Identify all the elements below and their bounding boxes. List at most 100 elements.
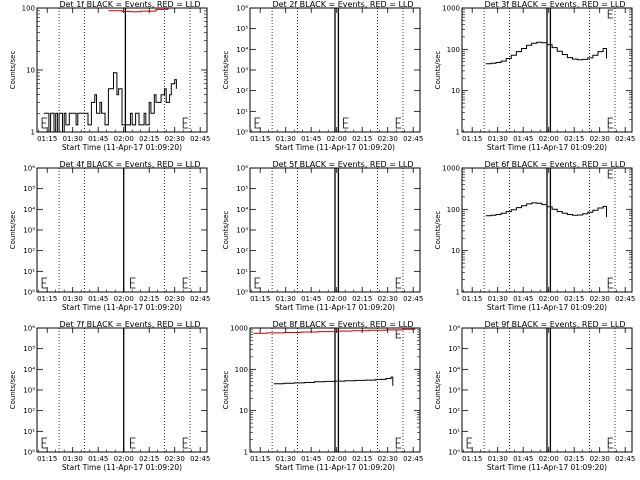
e-bracket-marker (41, 437, 48, 449)
y-tick-label: 10⁰ (236, 289, 248, 297)
x-tick-label: 01:45 (88, 135, 108, 143)
panel-title: Det 6f BLACK = Events, RED = LLD (484, 160, 625, 169)
panel-det-2: Det 2f BLACK = Events, RED = LLD 10⁰ 10¹ 10… (222, 0, 423, 152)
y-tick-label: 10⁰ (448, 449, 460, 457)
y-tick-label: 10⁶ (23, 165, 35, 173)
e-bracket-marker (41, 277, 48, 289)
x-tick-label: 01:45 (88, 295, 108, 303)
plot-frame (461, 7, 633, 133)
x-tick-label: 02:30 (590, 135, 610, 143)
x-tick-label: 02:15 (139, 455, 159, 463)
plot-frame (249, 327, 421, 453)
x-tick-label: 02:45 (403, 295, 423, 303)
y-tick-label: 1 (456, 289, 460, 297)
e-bracket-marker (343, 117, 349, 129)
events-series-line (273, 376, 394, 386)
x-tick-label: 01:30 (63, 295, 83, 303)
y-tick-label: 10⁵ (23, 185, 35, 193)
y-tick-label: 10² (448, 407, 460, 415)
x-axis-label: Start Time (11-Apr-17 01:09:20) (62, 143, 182, 152)
x-axis-label: Start Time (11-Apr-17 01:09:20) (487, 143, 607, 152)
x-tick-label: 02:15 (139, 295, 159, 303)
e-bracket-marker (395, 329, 402, 339)
events-series-line (485, 202, 607, 218)
x-tick-label: 02:15 (352, 455, 372, 463)
y-tick-label: 100 (447, 206, 460, 214)
x-tick-label: 01:30 (488, 295, 508, 303)
events-series-line (43, 72, 177, 132)
panel-det-7: Det 7f BLACK = Events, RED = LLD 10⁰ 10¹ 10… (9, 320, 210, 472)
x-tick-label: 01:15 (462, 455, 482, 463)
y-tick-label: 1 (31, 129, 35, 137)
y-tick-label: 10⁴ (448, 366, 460, 374)
panel-det-6: Det 6f BLACK = Events, RED = LLD 1 10 100 10… (434, 160, 635, 312)
panel-title: Det 3f BLACK = Events, RED = LLD (484, 0, 625, 9)
x-tick-label: 02:00 (114, 455, 134, 463)
x-tick-label: 01:45 (513, 455, 533, 463)
y-tick-label: 10⁰ (236, 129, 248, 137)
x-tick-label: 02:45 (190, 455, 210, 463)
x-tick-label: 01:15 (250, 295, 270, 303)
x-tick-label: 02:30 (378, 455, 398, 463)
x-tick-label: 01:15 (37, 295, 57, 303)
y-tick-label: 10⁴ (23, 366, 35, 374)
x-tick-label: 01:45 (513, 295, 533, 303)
panel-det-4: Det 4f BLACK = Events, RED = LLD 10⁰ 10¹ 10… (9, 160, 210, 312)
plot-frame (36, 167, 208, 293)
x-tick-label: 02:00 (327, 455, 347, 463)
plot-frame (36, 327, 208, 453)
e-bracket-marker (182, 117, 189, 129)
y-tick-label: 10 (239, 407, 248, 415)
x-tick-label: 01:30 (276, 455, 296, 463)
x-tick-label: 01:45 (301, 135, 321, 143)
y-tick-label: 10⁶ (448, 325, 460, 333)
x-tick-label: 02:00 (114, 135, 134, 143)
y-tick-label: 10 (451, 87, 460, 95)
y-tick-label: 10⁵ (236, 185, 248, 193)
x-tick-label: 02:45 (190, 135, 210, 143)
x-tick-label: 02:00 (114, 295, 134, 303)
panel-det-5: Det 5f BLACK = Events, RED = LLD 10⁰ 10¹ 10… (222, 160, 423, 312)
y-tick-label: 10⁵ (448, 345, 460, 353)
y-tick-label: 10⁶ (236, 165, 248, 173)
x-axis-label: Start Time (11-Apr-17 01:09:20) (487, 463, 607, 472)
y-tick-label: 10⁰ (23, 289, 35, 297)
x-tick-label: 02:45 (615, 135, 635, 143)
x-tick-label: 01:15 (462, 295, 482, 303)
x-axis-label: Start Time (11-Apr-17 01:09:20) (62, 303, 182, 312)
x-tick-label: 02:15 (352, 295, 372, 303)
x-tick-label: 02:45 (403, 455, 423, 463)
x-tick-label: 02:00 (539, 295, 559, 303)
panel-title: Det 7f BLACK = Events, RED = LLD (59, 320, 200, 329)
e-bracket-marker (395, 277, 402, 289)
y-tick-label: 10³ (23, 387, 35, 395)
y-tick-label: 100 (447, 46, 460, 54)
x-tick-label: 02:15 (564, 455, 584, 463)
y-tick-label: 10⁴ (236, 206, 248, 214)
y-tick-label: 100 (22, 5, 35, 13)
x-tick-label: 02:15 (352, 135, 372, 143)
y-tick-label: 10³ (448, 387, 460, 395)
y-axis-label: Counts/sec (9, 371, 17, 410)
x-tick-label: 01:30 (63, 135, 83, 143)
e-bracket-marker (254, 277, 261, 289)
y-tick-label: 10⁶ (23, 325, 35, 333)
y-tick-label: 10⁴ (236, 46, 248, 54)
panel-title: Det 2f BLACK = Events, RED = LLD (272, 0, 413, 9)
x-tick-label: 01:45 (301, 295, 321, 303)
e-bracket-marker (130, 277, 136, 289)
y-tick-label: 10² (236, 87, 248, 95)
x-tick-label: 02:15 (139, 135, 159, 143)
x-tick-label: 01:45 (513, 135, 533, 143)
x-axis-label: Start Time (11-Apr-17 01:09:20) (275, 303, 395, 312)
y-tick-label: 1000 (442, 5, 460, 13)
x-axis-label: Start Time (11-Apr-17 01:09:20) (275, 463, 395, 472)
e-bracket-marker (41, 117, 48, 129)
y-tick-label: 10¹ (23, 268, 35, 276)
panel-title: Det 9f BLACK = Events, RED = LLD (484, 320, 625, 329)
panel-title: Det 5f BLACK = Events, RED = LLD (272, 160, 413, 169)
y-axis-label: Counts/sec (9, 51, 17, 90)
x-tick-label: 01:15 (462, 135, 482, 143)
x-tick-label: 02:15 (564, 295, 584, 303)
plot-frame (461, 167, 633, 293)
